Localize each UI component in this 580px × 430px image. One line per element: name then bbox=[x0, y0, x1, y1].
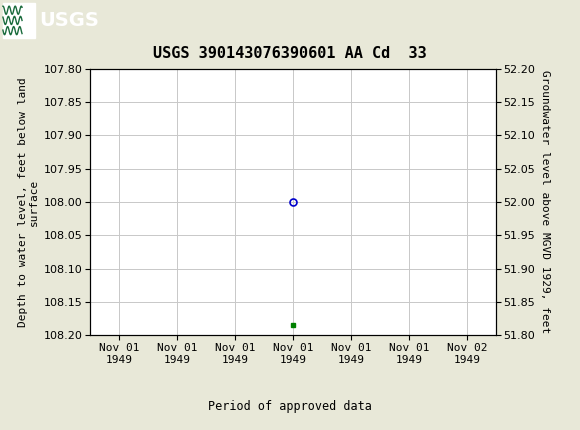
Bar bbox=[3, 3, 35, 37]
Text: Period of approved data: Period of approved data bbox=[208, 400, 372, 413]
Y-axis label: Groundwater level above MGVD 1929, feet: Groundwater level above MGVD 1929, feet bbox=[539, 71, 550, 334]
Text: USGS: USGS bbox=[39, 11, 99, 30]
Y-axis label: Depth to water level, feet below land
surface: Depth to water level, feet below land su… bbox=[17, 77, 39, 327]
Text: USGS 390143076390601 AA Cd  33: USGS 390143076390601 AA Cd 33 bbox=[153, 46, 427, 61]
